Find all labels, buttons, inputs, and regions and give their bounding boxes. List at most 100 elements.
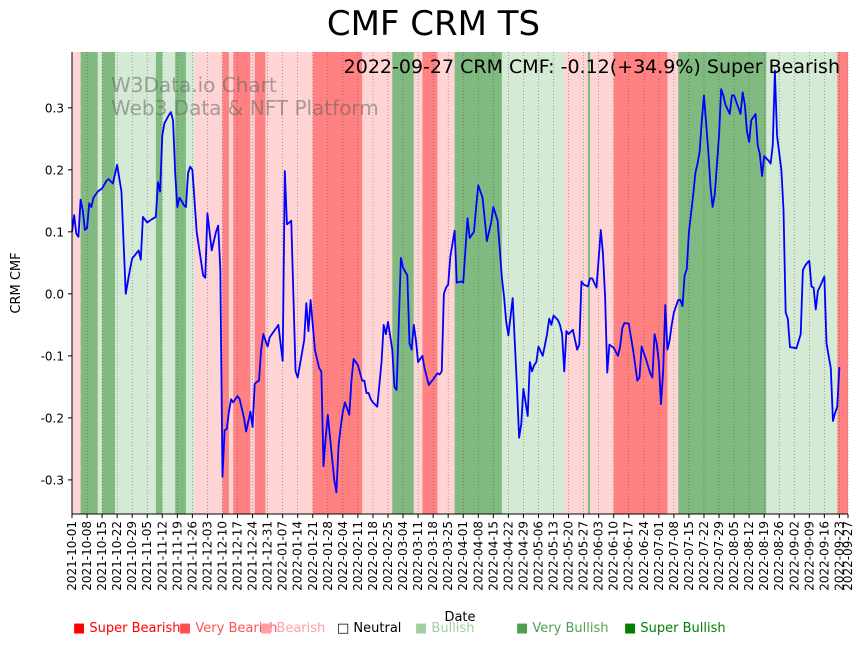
- legend-item-neutral: □ Neutral: [337, 621, 401, 636]
- x-tick-label: 2022-06-03: [592, 521, 606, 591]
- x-tick-label: 2021-10-08: [80, 521, 94, 591]
- x-tick-label: 2022-06-17: [622, 521, 636, 591]
- x-tick-label: 2022-04-08: [471, 521, 485, 591]
- watermark-line-2: Web3 Data & NFT Platform: [111, 96, 379, 120]
- x-tick-label: 2022-03-25: [441, 521, 455, 591]
- regime-band-bullish: [114, 52, 124, 514]
- x-tick-label: 2021-10-15: [95, 521, 109, 591]
- x-tick-label: 2021-12-03: [200, 521, 214, 591]
- regime-band-very_bullish: [155, 52, 163, 514]
- legend-label: Super Bullish: [640, 621, 726, 636]
- x-tick-label: 2022-04-15: [486, 521, 500, 591]
- y-axis-label: CRM CMF: [9, 252, 24, 313]
- y-tick-label: 0.3: [45, 101, 64, 115]
- y-tick-label: 0.0: [45, 287, 64, 301]
- legend-label: Neutral: [353, 621, 402, 636]
- x-tick-label: 2022-06-24: [637, 521, 651, 591]
- watermark: W3Data.io Chart Web3 Data & NFT Platform: [111, 73, 379, 120]
- regime-band-bearish: [72, 52, 81, 514]
- y-tick-label: -0.1: [41, 349, 64, 363]
- chart-annotation: 2022-09-27 CRM CMF: -0.12(+34.9%) Super …: [344, 56, 840, 78]
- x-tick-label: 2022-02-04: [336, 521, 350, 591]
- x-tick-label: 2021-11-05: [140, 521, 154, 591]
- x-tick-label: 2022-01-21: [306, 521, 320, 591]
- x-tick-label: 2022-08-12: [742, 521, 756, 591]
- y-tick-label: -0.2: [41, 411, 64, 425]
- regime-band-bearish: [228, 52, 234, 514]
- x-tick-label: 2022-08-05: [727, 521, 741, 591]
- x-tick-label: 2022-03-04: [396, 521, 410, 591]
- regime-band-very_bearish: [613, 52, 668, 514]
- x-tick-label: 2022-01-14: [291, 521, 305, 591]
- x-tick-label: 2022-04-29: [516, 521, 530, 591]
- x-tick-label: 2022-09-27: [841, 521, 855, 591]
- watermark-line-1: W3Data.io Chart: [111, 73, 277, 97]
- regime-band-bearish: [437, 52, 455, 514]
- regime-band-very_bearish: [312, 52, 363, 514]
- regime-band-very_bearish: [222, 52, 229, 514]
- regime-band-bullish: [501, 52, 565, 514]
- legend-item-very_bearish: ■ Very Bearish: [179, 621, 277, 636]
- legend-item-bearish: ■ Bearish: [260, 621, 325, 636]
- x-tick-label: 2021-10-22: [110, 521, 124, 591]
- x-tick-label: 2022-08-26: [772, 521, 786, 591]
- legend-label: Bullish: [431, 621, 475, 636]
- x-tick-label: 2021-11-19: [170, 521, 184, 591]
- x-tick-label: 2022-05-27: [577, 521, 591, 591]
- regime-band-bullish: [97, 52, 103, 514]
- regime-band-very_bearish: [233, 52, 251, 514]
- x-tick-label: 2022-07-22: [697, 521, 711, 591]
- x-tick-label: 2022-05-13: [547, 521, 561, 591]
- legend-label: Bearish: [276, 621, 326, 636]
- legend-item-very_bullish: ■ Very Bullish: [516, 621, 608, 636]
- legend-swatch: ■: [73, 621, 90, 636]
- x-tick-label: 2022-01-28: [321, 521, 335, 591]
- x-tick-label: 2022-05-06: [531, 521, 545, 591]
- regime-band-very_bullish: [102, 52, 115, 514]
- x-tick-label: 2021-10-29: [125, 521, 139, 591]
- x-axis-label: Date: [444, 610, 475, 625]
- x-tick-label: 2022-07-15: [682, 521, 696, 591]
- regime-band-very_bullish: [678, 52, 767, 514]
- regime-band-bearish: [265, 52, 313, 514]
- regime-band-bearish: [194, 52, 223, 514]
- x-tick-label: 2022-05-20: [562, 521, 576, 591]
- regime-band-very_bullish: [80, 52, 98, 514]
- x-tick-label: 2022-09-09: [802, 521, 816, 591]
- legend-label: Very Bearish: [195, 621, 278, 636]
- y-tick-label: 0.2: [45, 163, 64, 177]
- y-tick-label: -0.3: [41, 473, 64, 487]
- x-tick-label: 2022-09-02: [787, 521, 801, 591]
- legend-swatch: ■: [415, 621, 432, 636]
- regime-band-very_bearish: [422, 52, 438, 514]
- x-tick-label: 2022-07-29: [712, 521, 726, 591]
- x-tick-label: 2022-09-16: [817, 521, 831, 591]
- y-tick-label: 0.1: [45, 225, 64, 239]
- x-tick-label: 2021-12-17: [231, 521, 245, 591]
- x-tick-label: 2022-08-19: [757, 521, 771, 591]
- x-tick-label: 2022-04-22: [501, 521, 515, 591]
- regime-band-bearish: [362, 52, 393, 514]
- y-ticks: -0.3 -0.2 -0.1 0.0 0.1 0.2 0.3: [41, 101, 72, 487]
- cmf-line: [71, 69, 841, 494]
- chart-title: CMF CRM TS: [326, 4, 541, 44]
- x-tick-label: 2022-07-01: [652, 521, 666, 591]
- legend-item-super_bearish: ■ Super Bearish: [73, 621, 181, 636]
- legend-item-bullish: ■ Bullish: [415, 621, 474, 636]
- legend-swatch: ■: [260, 621, 277, 636]
- regime-band-bullish: [123, 52, 143, 514]
- regime-band-bullish: [185, 52, 195, 514]
- x-gridlines: [71, 52, 849, 514]
- legend-swatch: ■: [516, 621, 533, 636]
- x-tick-label: 2021-11-26: [185, 521, 199, 591]
- x-tick-label: 2021-12-31: [261, 521, 275, 591]
- x-tick-label: 2022-01-07: [276, 521, 290, 591]
- legend-item-super_bullish: ■ Super Bullish: [624, 621, 726, 636]
- x-tick-label: 2022-07-08: [667, 521, 681, 591]
- x-tick-label: 2021-12-24: [246, 521, 260, 591]
- regime-bands: [72, 52, 848, 514]
- regime-band-bearish: [590, 52, 614, 514]
- regime-band-very_bullish: [175, 52, 186, 514]
- x-tick-label: 2021-11-12: [155, 521, 169, 591]
